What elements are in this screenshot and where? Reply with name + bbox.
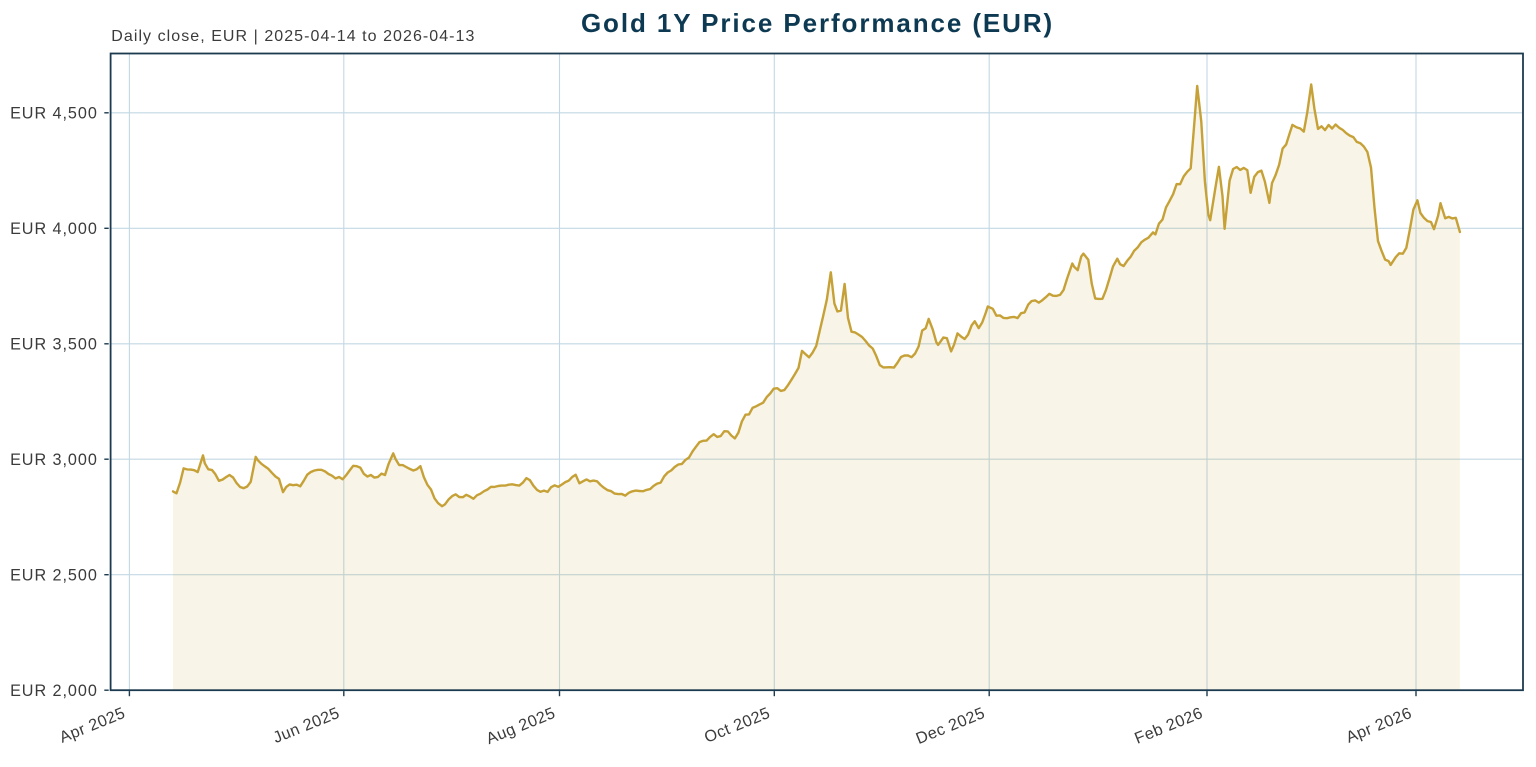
svg-text:EUR 2,000: EUR 2,000	[10, 682, 98, 700]
svg-text:Gold 1Y Price Performance (EUR: Gold 1Y Price Performance (EUR)	[581, 8, 1054, 38]
svg-text:EUR 3,500: EUR 3,500	[10, 335, 98, 353]
svg-text:EUR 4,000: EUR 4,000	[10, 220, 98, 238]
svg-text:EUR 3,000: EUR 3,000	[10, 451, 98, 469]
svg-text:EUR 4,500: EUR 4,500	[10, 104, 98, 122]
svg-text:EUR 2,500: EUR 2,500	[10, 566, 98, 584]
svg-text:Daily close, EUR | 2025-04-14: Daily close, EUR | 2025-04-14 to 2026-04…	[111, 28, 475, 45]
